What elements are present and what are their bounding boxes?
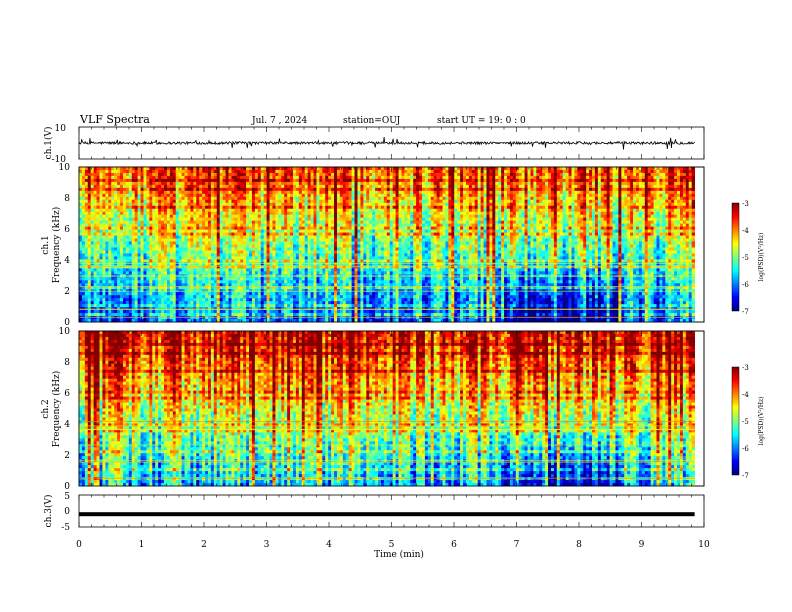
time-tick-label: 6 <box>451 540 457 550</box>
ch1-cbar-tick-m4: -4 <box>742 227 749 235</box>
ch3-ytick-mid: 0 <box>64 507 70 517</box>
ch2-cbar-tick-m6: -6 <box>742 445 749 453</box>
ch2-spectrogram-panel: 0 2 4 6 8 10 ch.2 Frequency (kHz) -3 -4 … <box>41 327 765 492</box>
ch2-freq-tick-4: 4 <box>64 420 70 430</box>
ch2-spectrogram-ticks <box>78 331 705 486</box>
ch1-spectrogram-panel: 0 2 4 6 8 10 ch.1 Frequency (kHz) -3 -4 … <box>41 163 765 328</box>
ch1-cbar-tick-m5: -5 <box>742 254 749 262</box>
ch2-cbar-tick-m5: -5 <box>742 418 749 426</box>
date-label: Jul. 7 , 2024 <box>251 116 307 126</box>
ch1-freq-tick-6: 6 <box>64 225 70 235</box>
ch1-freq-tick-8: 8 <box>64 194 70 204</box>
time-tick-label: 3 <box>264 540 270 550</box>
ch2-freq-tick-6: 6 <box>64 389 70 399</box>
ch1-colorbar-label: log(PSD)(V²/Hz) <box>758 233 765 282</box>
time-tick-label: 7 <box>514 540 520 550</box>
ch1-spectrogram-ticks <box>78 167 705 322</box>
ch2-cbar-tick-m3: -3 <box>742 364 749 372</box>
time-tick-label: 0 <box>76 540 82 550</box>
ch2-freq-tick-10: 10 <box>59 327 71 337</box>
station-label: station=OUJ <box>343 116 401 126</box>
ch3-ylabel: ch.3(V) <box>43 495 54 528</box>
ch2-colorbar <box>731 366 740 476</box>
ch1-ytick-bottom: -10 <box>52 155 67 165</box>
ch1-freq-tick-4: 4 <box>64 256 70 266</box>
ch2-freq-ylabel: Frequency (kHz) <box>51 371 62 448</box>
ch3-ytick-top: 5 <box>64 492 70 502</box>
time-tick-label: 8 <box>576 540 582 550</box>
ch3-ytick-bottom: -5 <box>61 523 70 533</box>
ch1-freq-tick-2: 2 <box>64 287 70 297</box>
ch1-freq-tick-10: 10 <box>59 163 71 173</box>
ch1-colorbar <box>731 202 740 312</box>
ch3-waveform-panel: 5 0 -5 ch.3(V) <box>43 492 705 533</box>
time-tick-label: 2 <box>201 540 207 550</box>
time-tick-label: 4 <box>326 540 332 550</box>
ch2-channel-label: ch.2 <box>41 399 51 418</box>
ch3-waveform-frame <box>78 494 705 528</box>
ch1-ylabel: ch.1(V) <box>43 127 54 160</box>
ch2-cbar-tick-m4: -4 <box>742 391 749 399</box>
ch1-freq-ylabel: Frequency (kHz) <box>51 207 62 284</box>
ch2-freq-tick-2: 2 <box>64 451 70 461</box>
ch1-freq-tick-0: 0 <box>64 318 70 328</box>
ch1-waveform-ticks <box>78 127 705 159</box>
time-tick-label: 1 <box>139 540 145 550</box>
time-axis-ticks: 0 1 2 3 4 5 6 7 8 9 10 <box>76 540 710 550</box>
ch3-waveform-trace <box>79 512 695 517</box>
time-axis-label: Time (min) <box>374 549 424 560</box>
ch3-waveform-ticks <box>78 495 705 527</box>
figure-title: VLF Spectra <box>79 113 150 126</box>
ch2-cbar-tick-m7: -7 <box>742 472 749 480</box>
time-tick-label: 5 <box>389 540 395 550</box>
ch2-freq-tick-8: 8 <box>64 358 70 368</box>
ch2-freq-tick-0: 0 <box>64 482 70 492</box>
ch1-channel-label: ch.1 <box>41 235 51 254</box>
ch2-colorbar-label: log(PSD)(V²/Hz) <box>758 397 765 446</box>
ch1-cbar-tick-m3: -3 <box>742 200 749 208</box>
ch1-cbar-tick-m7: -7 <box>742 308 749 316</box>
time-tick-label: 9 <box>639 540 645 550</box>
ch1-spectrogram-image <box>79 167 696 323</box>
ch1-cbar-tick-m6: -6 <box>742 281 749 289</box>
start-time-label: start UT = 19: 0 : 0 <box>437 116 526 126</box>
time-tick-label: 10 <box>698 540 710 550</box>
ch1-ytick-top: 10 <box>55 124 67 134</box>
ch2-spectrogram-image <box>79 331 696 487</box>
ch1-waveform-panel: 10 -10 ch.1(V) <box>43 124 705 165</box>
ch1-waveform-trace <box>78 137 695 150</box>
